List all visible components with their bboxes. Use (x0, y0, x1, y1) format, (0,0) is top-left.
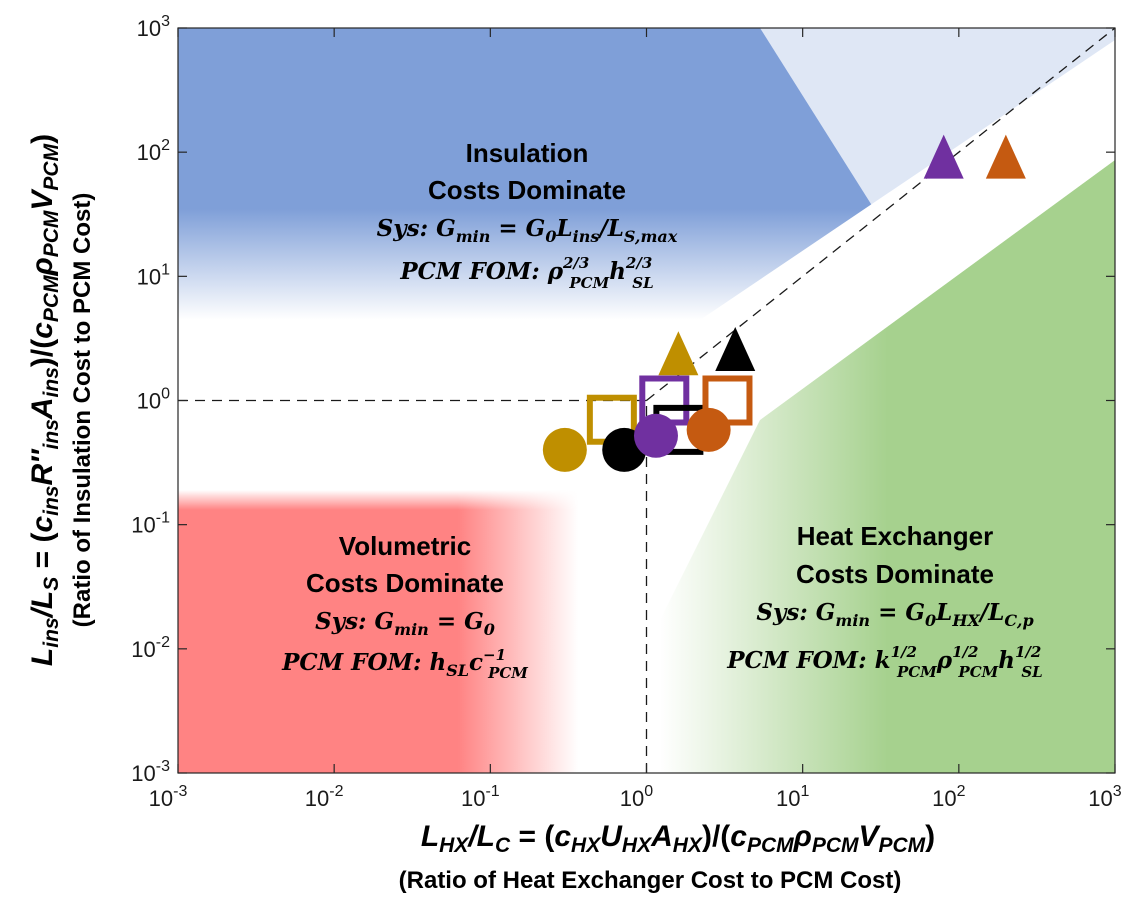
orange-circle-point (686, 407, 731, 452)
x-tick-label: 102 (932, 783, 965, 811)
x-tick-label: 10-2 (305, 783, 344, 811)
x-axis-label: LHX/LC = (cHXUHXAHX)/(cPCMρPCMVPCM) (421, 820, 935, 857)
reference-lines (178, 27, 1116, 773)
annotation-volumetric-sys: Sys: Gmin = G0 (315, 608, 495, 639)
black-triangle-point (715, 326, 756, 371)
x-axis-sublabel: (Ratio of Heat Exchanger Cost to PCM Cos… (399, 867, 902, 894)
y-axis-label-group: Lins/LS = (cinsR″insAins)/(cPCMρPCMVPCM)… (26, 134, 96, 666)
annotation-hx-title-1: Heat Exchanger (797, 521, 994, 551)
annotation-insulation-title-2: Costs Dominate (428, 175, 626, 205)
x-tick-label: 100 (620, 783, 653, 811)
annotation-volumetric-title-2: Costs Dominate (306, 568, 504, 598)
y-axis-label: Lins/LS = (cinsR″insAins)/(cPCMρPCMVPCM) (26, 134, 63, 666)
y-tick-label: 103 (137, 13, 170, 41)
tick-marks (177, 27, 1116, 774)
y-axis-sublabel: (Ratio of Insulation Cost to PCM Cost) (69, 193, 96, 628)
y-tick-label: 10-2 (131, 634, 170, 662)
x-tick-label: 10-1 (461, 783, 500, 811)
orange-triangle-point (985, 134, 1026, 179)
purple-triangle-point (923, 134, 964, 179)
annotation-hx-sys: Sys: Gmin = G0LHX/LC,p (756, 599, 1033, 630)
purple-circle-point (633, 413, 678, 458)
x-tick-label: 10-3 (149, 783, 188, 811)
tick-labels: 10-3 10-2 10-1 100 101 102 103 10-3 10-2 10-1 100 1… (131, 13, 1122, 811)
annotation-volumetric-title-1: Volumetric (339, 531, 471, 561)
annotation-hx-title-2: Costs Dominate (796, 559, 994, 589)
annotation-volumetric: Volumetric Costs Dominate Sys: Gmin = G0… (281, 531, 528, 682)
y-tick-label: 10-3 (131, 758, 170, 786)
y-tick-label: 10-1 (131, 510, 170, 538)
y-tick-label: 101 (137, 261, 170, 289)
y-tick-label: 100 (137, 386, 170, 414)
annotation-insulation-title-1: Insulation (466, 138, 589, 168)
reference-line-diagonal (646, 27, 1116, 402)
gold-triangle-point (658, 331, 699, 376)
gold-circle-point (542, 427, 587, 472)
x-tick-label: 103 (1088, 783, 1121, 811)
x-tick-label: 101 (776, 783, 809, 811)
y-tick-label: 102 (137, 137, 170, 165)
region-heat-exchanger (660, 160, 1115, 773)
data-points (542, 134, 1026, 472)
